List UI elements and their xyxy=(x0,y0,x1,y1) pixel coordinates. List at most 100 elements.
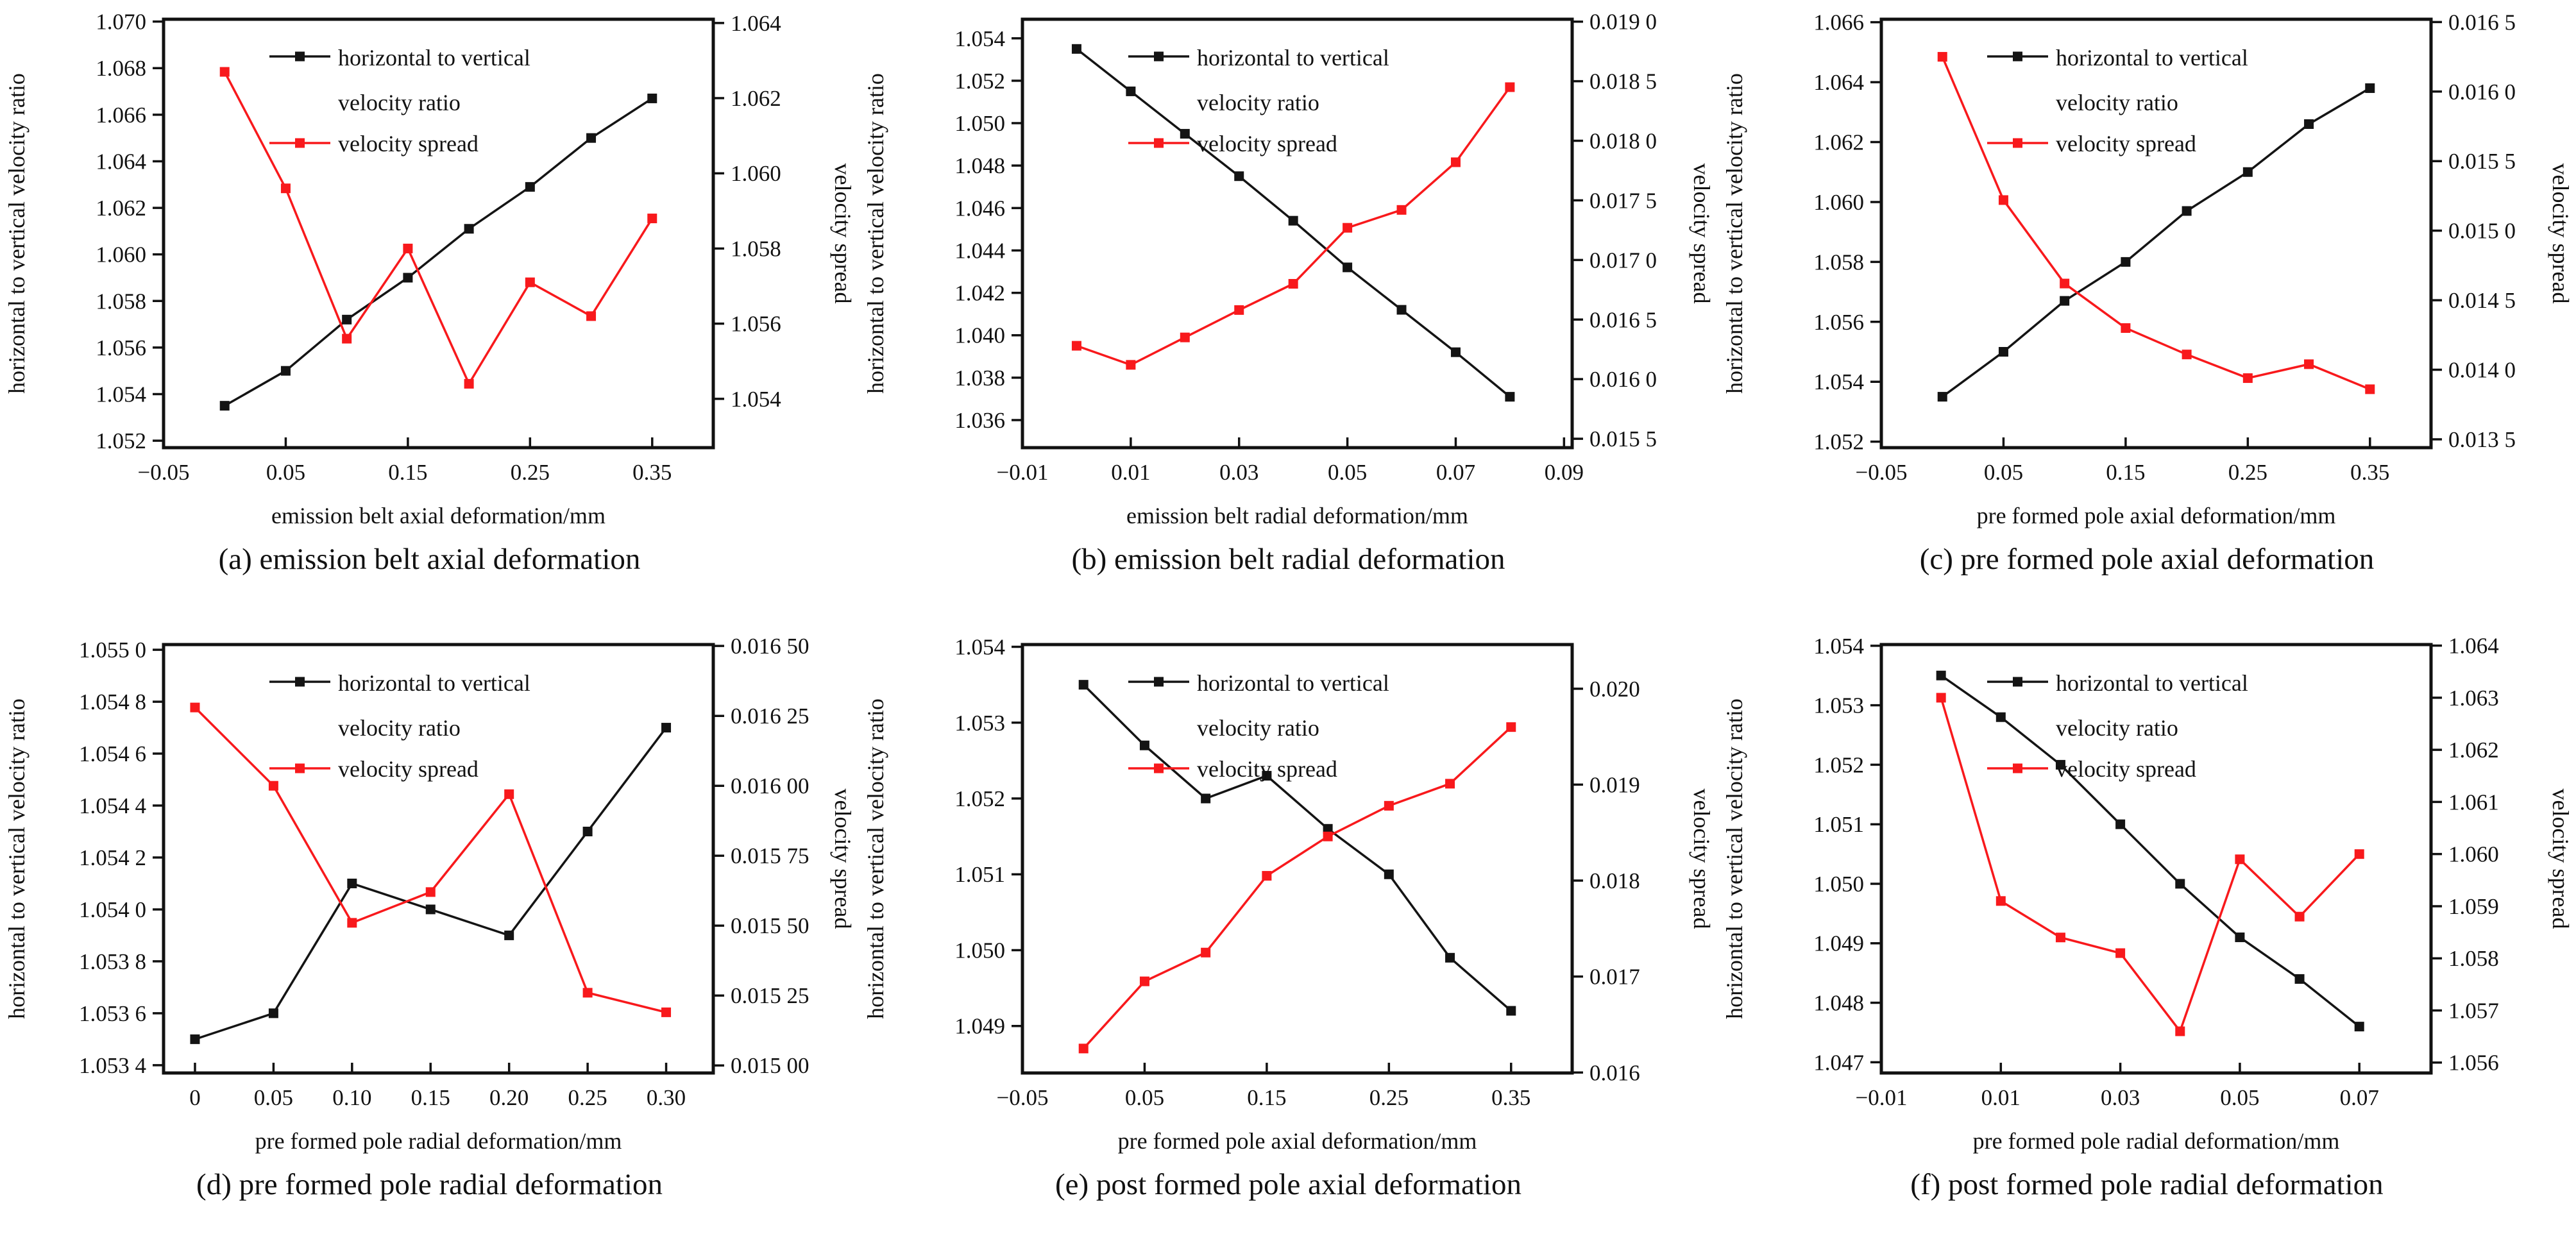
chart-b-series-red-marker xyxy=(1071,341,1081,351)
chart-d-series-red-marker xyxy=(582,988,593,998)
chart-b-x-tick-label: 0.09 xyxy=(1545,460,1584,485)
chart-c-left-axis-title: horizontal to vertical velocity ratio xyxy=(1722,73,1747,394)
chart-c-series-black-marker xyxy=(1998,347,2008,357)
chart-a-series-black-marker xyxy=(647,93,657,103)
chart-d-legend-red-marker xyxy=(295,763,305,773)
chart-b-left-tick-label: 1.054 xyxy=(954,26,1005,51)
chart-c-x-tick-label: −0.05 xyxy=(1856,460,1908,485)
chart-b-series-red-line xyxy=(1076,86,1511,366)
chart-d-series-black-marker xyxy=(661,723,672,733)
chart-a-series-black-marker xyxy=(525,182,535,192)
chart-b-series-black-marker xyxy=(1505,392,1515,402)
chart-e-right-tick-label: 0.020 xyxy=(1589,677,1640,702)
chart-b-left-tick-label: 1.036 xyxy=(954,408,1005,433)
chart-d-left-tick-label: 1.054 4 xyxy=(79,793,146,818)
chart-b-series-red-marker xyxy=(1343,223,1353,233)
chart-e-canvas: 1.049 1.050 1.051 1.052 1.053 1.054 0.016 0.017… xyxy=(863,635,1715,1154)
chart-c-right-tick-label: 0.013 5 xyxy=(2448,427,2516,452)
chart-b: 1.036 1.038 1.040 1.042 1.044 1.046 1.048 1.050… xyxy=(859,0,1718,625)
chart-f-right-tick-label: 1.057 xyxy=(2448,998,2499,1023)
chart-f-series-black-line xyxy=(1940,674,2360,1028)
chart-e-series-black-line xyxy=(1082,684,1512,1012)
chart-a-left-tick-label: 1.054 xyxy=(96,382,146,407)
chart-b-series-black-marker xyxy=(1234,171,1244,182)
chart-a-series-black-marker xyxy=(342,314,352,325)
chart-e-series-black-marker xyxy=(1078,680,1089,690)
chart-f-plot-border xyxy=(1879,643,2433,1075)
chart-e-series-red-marker xyxy=(1078,1043,1089,1054)
chart-d-series-black-marker xyxy=(425,904,436,915)
chart-b-x-tick-label: 0.01 xyxy=(1111,460,1150,485)
chart-f-right-tick-label: 1.060 xyxy=(2448,842,2499,867)
chart-f-left-axis-title: horizontal to vertical velocity ratio xyxy=(1722,698,1747,1019)
chart-c-x-tick-label: 0.25 xyxy=(2228,460,2267,485)
chart-a-left-tick-label: 1.058 xyxy=(96,289,146,314)
chart-b-left-tick-label: 1.042 xyxy=(954,281,1005,306)
chart-b-series-red-marker xyxy=(1126,360,1136,370)
chart-f-series-red-marker xyxy=(1996,896,2006,906)
chart-f-left-tick-label: 1.052 xyxy=(1813,752,1864,777)
chart-e-left-tick-label: 1.051 xyxy=(954,862,1005,887)
chart-d-x-axis-title: pre formed pole radial deformation/mm xyxy=(255,1128,622,1154)
chart-b-x-tick-label: 0.05 xyxy=(1328,460,1367,485)
chart-c-x-tick-label: 0.15 xyxy=(2106,460,2145,485)
chart-a-canvas: 1.052 1.054 1.056 1.058 1.060 1.062 1.064 1.066… xyxy=(4,10,856,528)
chart-a-series-black-line xyxy=(224,97,653,407)
chart-a-series-black-marker xyxy=(586,133,597,143)
chart-e-right-tick-label: 0.018 xyxy=(1589,868,1640,893)
chart-b-x-tick-label: 0.03 xyxy=(1219,460,1258,485)
chart-a-series-red-line xyxy=(223,71,654,387)
chart-d-left-tick-label: 1.054 8 xyxy=(79,689,146,714)
chart-c-series-black-line xyxy=(1942,87,2371,398)
chart-d-left-tick-label: 1.053 6 xyxy=(79,1001,146,1026)
chart-e-series-black-marker xyxy=(1201,793,1211,804)
chart-d-series-red-marker xyxy=(268,781,278,791)
chart-f-left-tick-label: 1.050 xyxy=(1813,872,1864,897)
chart-c-series-red-marker xyxy=(2365,384,2375,394)
chart-e-plot-border xyxy=(1021,643,1574,1075)
chart-b-right-tick-label: 0.016 0 xyxy=(1589,367,1657,392)
chart-d-left-tick-label: 1.053 8 xyxy=(79,949,146,974)
chart-d-right-tick-label: 0.015 50 xyxy=(731,913,809,938)
chart-e-series-red-marker xyxy=(1506,722,1516,732)
chart-b-right-tick-label: 0.016 5 xyxy=(1589,307,1657,332)
chart-f-series-red-marker xyxy=(1936,693,1946,703)
chart-c-legend-entry1-line2: velocity ratio xyxy=(2056,90,2178,115)
chart-f-x-tick-label: −0.01 xyxy=(1856,1085,1908,1110)
chart-e-legend-entry2: velocity spread xyxy=(1197,756,1337,782)
chart-d-legend-black-marker xyxy=(295,677,305,687)
chart-a-legend-entry1-line2: velocity ratio xyxy=(338,90,461,115)
chart-e-series-red-marker xyxy=(1384,800,1394,811)
chart-d-left-axis-title: horizontal to vertical velocity ratio xyxy=(4,698,30,1019)
chart-f-right-tick-label: 1.063 xyxy=(2448,686,2499,711)
chart-d-series-red-marker xyxy=(661,1007,672,1017)
chart-d-series-red-marker xyxy=(425,887,436,897)
chart-c-right-tick-label: 0.014 0 xyxy=(2448,358,2516,383)
chart-f-series-black-marker xyxy=(1936,670,1946,680)
chart-f-series-black-marker xyxy=(2354,1022,2364,1032)
chart-c-legend-entry2: velocity spread xyxy=(2056,131,2196,156)
chart-e-left-tick-label: 1.052 xyxy=(954,786,1005,811)
chart-f-left-tick-label: 1.053 xyxy=(1813,693,1864,718)
chart-f-x-tick-label: 0.05 xyxy=(2220,1085,2259,1110)
chart-d-x-tick-label: 0.05 xyxy=(254,1085,293,1110)
chart-c-series-red-marker xyxy=(2121,323,2131,333)
chart-e-series-black-marker xyxy=(1262,771,1272,781)
chart-e-right-axis-title: velocity spread xyxy=(1689,789,1715,929)
chart-c-left-tick-label: 1.058 xyxy=(1813,249,1864,274)
chart-d-series-black-marker xyxy=(268,1008,278,1018)
chart-a-left-tick-label: 1.056 xyxy=(96,335,146,360)
chart-b-right-tick-label: 0.017 0 xyxy=(1589,248,1657,273)
chart-b-x-tick-label: −0.01 xyxy=(997,460,1049,485)
chart-e-left-tick-label: 1.054 xyxy=(954,635,1005,660)
chart-b-right-tick-label: 0.015 5 xyxy=(1589,427,1657,452)
chart-e-series-red-marker xyxy=(1445,779,1455,789)
chart-d-legend-entry1-line2: velocity ratio xyxy=(338,715,461,741)
chart-b-series-red-marker xyxy=(1450,157,1461,167)
chart-f-right-tick-label: 1.056 xyxy=(2448,1051,2499,1076)
chart-b-series-black-marker xyxy=(1180,129,1190,139)
chart-a-series-red-marker xyxy=(525,277,535,287)
chart-a-legend-red-marker xyxy=(295,138,305,148)
chart-d-right-tick-label: 0.015 25 xyxy=(731,983,809,1008)
chart-f-legend-red-marker xyxy=(2013,763,2022,773)
